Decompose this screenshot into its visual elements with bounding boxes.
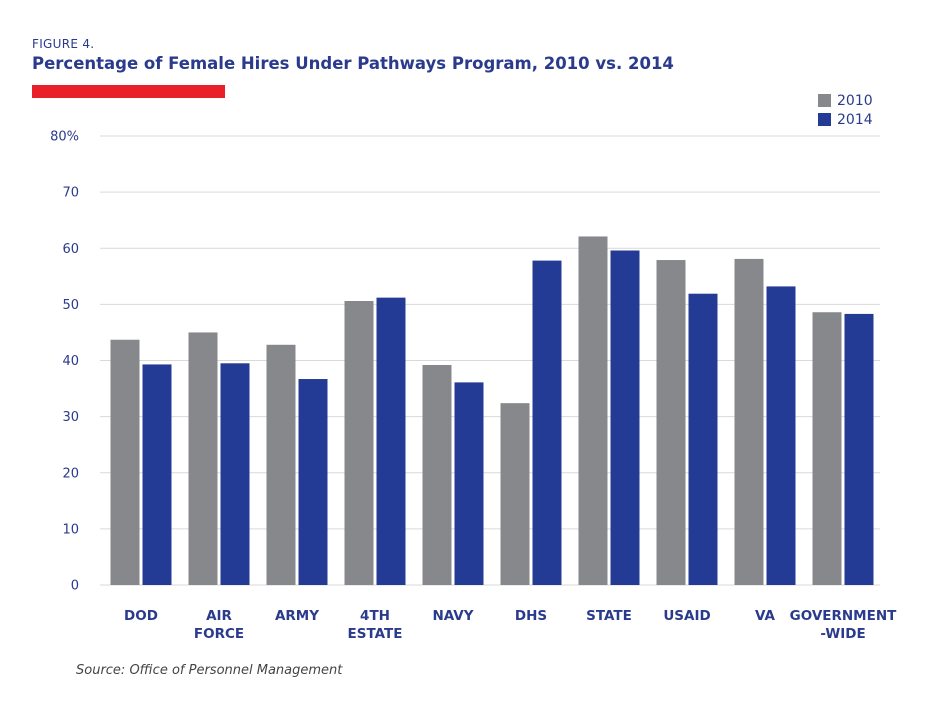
y-tick-label: 20 xyxy=(62,466,79,481)
source-note: Source: Office of Personnel Management xyxy=(76,663,343,678)
x-axis-categories: DOD AIR FORCE ARMY 4TH ESTATE NAVY DHS STATE USAI… xyxy=(124,608,897,642)
bar-2014 xyxy=(142,364,172,585)
y-tick-label: 80% xyxy=(50,130,79,145)
bar-2010 xyxy=(734,258,764,585)
x-category-label: DHS xyxy=(515,608,547,624)
bar-2010 xyxy=(344,301,374,585)
legend-swatch-2010 xyxy=(818,94,831,107)
bar-2010 xyxy=(110,339,140,585)
legend-item-2014: 2014 xyxy=(818,110,873,129)
bar-2014 xyxy=(220,363,250,585)
bar-2014 xyxy=(844,313,874,585)
x-category-label: 4TH ESTATE xyxy=(348,608,403,642)
x-category-label: USAID xyxy=(663,608,710,624)
x-category-label: STATE xyxy=(586,608,632,624)
y-tick-label: 0 xyxy=(71,579,79,594)
bar-2014 xyxy=(454,382,484,585)
legend-label-2010: 2010 xyxy=(837,92,873,109)
x-category-label: ARMY xyxy=(275,608,319,624)
bar-2014 xyxy=(298,379,328,585)
title-accent-bar xyxy=(32,85,225,98)
legend: 2010 2014 xyxy=(818,91,873,129)
bar-2014 xyxy=(532,260,562,585)
bar-2010 xyxy=(656,260,686,585)
bar-2010 xyxy=(500,403,530,585)
x-category-label: VA xyxy=(755,608,776,624)
x-category-label: GOVERNMENT -WIDE xyxy=(790,608,898,642)
bar-2014 xyxy=(766,286,796,585)
legend-swatch-2014 xyxy=(818,113,831,126)
bar-2010 xyxy=(422,364,452,585)
x-category-label: AIR FORCE xyxy=(194,608,244,642)
bar-2014 xyxy=(376,297,406,585)
y-tick-label: 40 xyxy=(62,354,79,369)
bar-2010 xyxy=(188,332,218,585)
y-tick-label: 60 xyxy=(62,242,79,257)
x-category-label: DOD xyxy=(124,608,158,624)
x-category-label: NAVY xyxy=(432,608,473,624)
bar-2010 xyxy=(266,344,296,585)
legend-label-2014: 2014 xyxy=(837,111,873,128)
bar-2014 xyxy=(610,250,640,585)
legend-item-2010: 2010 xyxy=(818,91,873,110)
y-tick-label: 50 xyxy=(62,298,79,313)
y-axis-ticks: 0 10 20 30 40 50 60 70 80% xyxy=(50,130,79,594)
y-tick-label: 70 xyxy=(62,186,79,201)
chart-title: Percentage of Female Hires Under Pathway… xyxy=(32,54,674,73)
bar-2014 xyxy=(688,293,718,585)
bars xyxy=(110,236,874,585)
bar-2010 xyxy=(812,312,842,585)
y-tick-label: 30 xyxy=(62,410,79,425)
bar-2010 xyxy=(578,236,608,585)
y-tick-label: 10 xyxy=(62,522,79,537)
figure-label: FIGURE 4. xyxy=(32,37,95,51)
